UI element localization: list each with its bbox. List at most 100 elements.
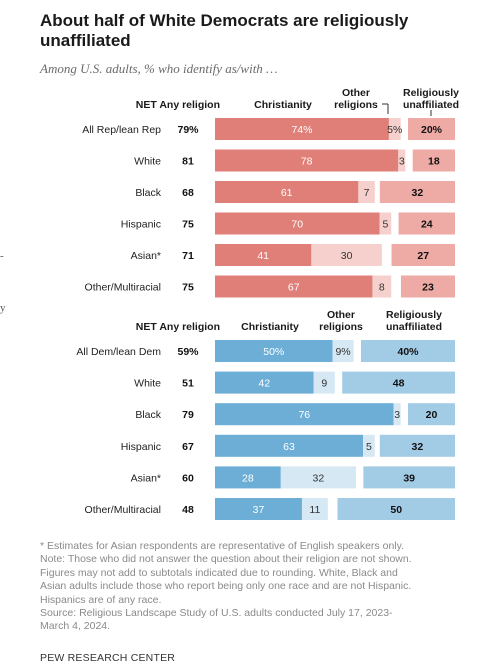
category-label: Black (135, 187, 161, 199)
bar-christianity (215, 149, 399, 172)
bar-christianity (215, 403, 394, 426)
left-edge-fragment-dash: - (0, 250, 4, 262)
bar-label-other-religions: 11 (309, 504, 320, 516)
bar-label-unaffiliated: 40% (397, 346, 419, 358)
bar-other-religions (311, 244, 382, 266)
bar-label-other-religions: 5 (366, 441, 372, 453)
bar-label-other-religions: 5% (387, 124, 402, 136)
source-line: Source: Religious Landscape Study of U.S… (40, 607, 393, 620)
bar-label-other-religions: 32 (313, 472, 325, 484)
bar-label-other-religions: 30 (341, 250, 353, 262)
bar-unaffiliated (391, 244, 455, 266)
bar-label-unaffiliated: 32 (412, 441, 424, 453)
note-line: Figures may not add to subtotals indicat… (40, 566, 398, 579)
bar-other-religions (332, 340, 354, 362)
bar-label-christianity: 70 (291, 219, 303, 231)
bar-label-unaffiliated: 20% (421, 124, 443, 136)
bar-label-unaffiliated: 23 (422, 282, 434, 294)
header-christianity: Christianity (241, 321, 299, 333)
bar-label-unaffiliated: 27 (417, 250, 429, 262)
category-label: Asian* (131, 472, 161, 484)
bar-label-christianity: 61 (281, 187, 293, 199)
net-any-religion-value: 81 (182, 156, 194, 168)
header-other-religions-line2: religions (319, 321, 363, 333)
bar-unaffiliated (337, 498, 455, 520)
bar-other-religions (280, 466, 356, 489)
left-edge-fragment-y: y (0, 302, 6, 314)
header-christianity: Christianity (254, 99, 312, 111)
bar-other-religions (393, 403, 401, 426)
bar-label-unaffiliated: 32 (412, 187, 424, 199)
bar-other-religions (379, 212, 392, 235)
category-label: Black (135, 409, 161, 421)
source-line: March 4, 2024. (40, 620, 111, 633)
chart-subtitle: Among U.S. adults, % who identify as/wit… (40, 61, 278, 76)
bar-label-unaffiliated: 24 (421, 219, 433, 231)
net-any-religion-value: 79% (177, 124, 199, 136)
bar-label-christianity: 78 (301, 156, 313, 168)
bar-unaffiliated (398, 212, 455, 235)
bar-label-christianity: 76 (298, 409, 310, 421)
net-any-religion-value: 59% (177, 346, 199, 358)
bar-other-religions (363, 434, 375, 457)
bar-christianity (215, 434, 364, 457)
bar-christianity (215, 371, 314, 394)
header-unaffiliated-line1: Religiously (403, 87, 459, 99)
header-unaffiliated-line2: unaffiliated (403, 99, 459, 111)
bar-unaffiliated (408, 403, 455, 426)
header-unaffiliated-line1: Religiously (386, 309, 442, 321)
net-any-religion-value: 79 (182, 409, 194, 421)
bar-unaffiliated (361, 340, 455, 362)
category-label: Hispanic (121, 441, 161, 453)
bar-other-religions (358, 181, 375, 203)
bar-christianity (215, 181, 359, 203)
bar-label-christianity: 74% (291, 124, 312, 136)
bar-christianity (215, 466, 281, 489)
bar-label-christianity: 28 (242, 472, 254, 484)
bar-unaffiliated (400, 275, 455, 298)
bar-unaffiliated (408, 118, 455, 140)
category-label: White (134, 378, 161, 390)
bar-label-other-religions: 8 (379, 282, 385, 294)
bar-christianity (215, 212, 380, 235)
net-any-religion-value: 68 (182, 187, 194, 199)
note-line: Asian adults include those who report be… (40, 580, 412, 593)
bar-unaffiliated (342, 371, 455, 394)
net-any-religion-value: 75 (182, 219, 194, 231)
bar-label-unaffiliated: 18 (428, 156, 440, 168)
note-line: * Estimates for Asian respondents are re… (40, 540, 404, 552)
bar-label-christianity: 63 (283, 441, 295, 453)
bar-christianity (215, 275, 373, 298)
net-any-religion-value: 75 (182, 282, 194, 294)
bar-christianity (215, 340, 333, 362)
bar-label-christianity: 50% (263, 346, 284, 358)
bar-other-religions (388, 118, 401, 140)
header-net-any-religion: NET Any religion (136, 321, 220, 333)
bar-label-christianity: 67 (288, 282, 300, 294)
bar-christianity (215, 244, 312, 266)
bar-other-religions (372, 275, 392, 298)
bar-label-unaffiliated: 20 (426, 409, 438, 421)
bar-other-religions (398, 149, 406, 172)
bar-label-unaffiliated: 50 (390, 504, 402, 516)
bar-label-other-religions: 5 (382, 219, 388, 231)
chart-title: About half of White Democrats are religi… (40, 11, 409, 50)
bar-unaffiliated (363, 466, 455, 489)
header-other-religions-line1: Other (327, 309, 355, 321)
category-label: Asian* (131, 250, 161, 262)
stacked-bar-chart: NET Any religion Christianity Otherreligio… (76, 87, 459, 520)
category-label: Hispanic (121, 219, 161, 231)
bar-unaffiliated (412, 149, 455, 172)
bar-christianity (215, 498, 302, 520)
bar-label-christianity: 42 (259, 378, 271, 390)
net-any-religion-value: 71 (182, 250, 194, 262)
category-label: White (134, 156, 161, 168)
chart-notes: * Estimates for Asian respondents are re… (40, 540, 485, 634)
bar-label-unaffiliated: 48 (393, 378, 405, 390)
net-any-religion-value: 48 (182, 504, 194, 516)
net-any-religion-value: 51 (182, 378, 194, 390)
bar-label-other-religions: 3 (394, 409, 400, 421)
source-organization: PEW RESEARCH CENTER (40, 652, 176, 664)
category-label: Other/Multiracial (85, 282, 161, 294)
bar-label-christianity: 41 (257, 250, 269, 262)
